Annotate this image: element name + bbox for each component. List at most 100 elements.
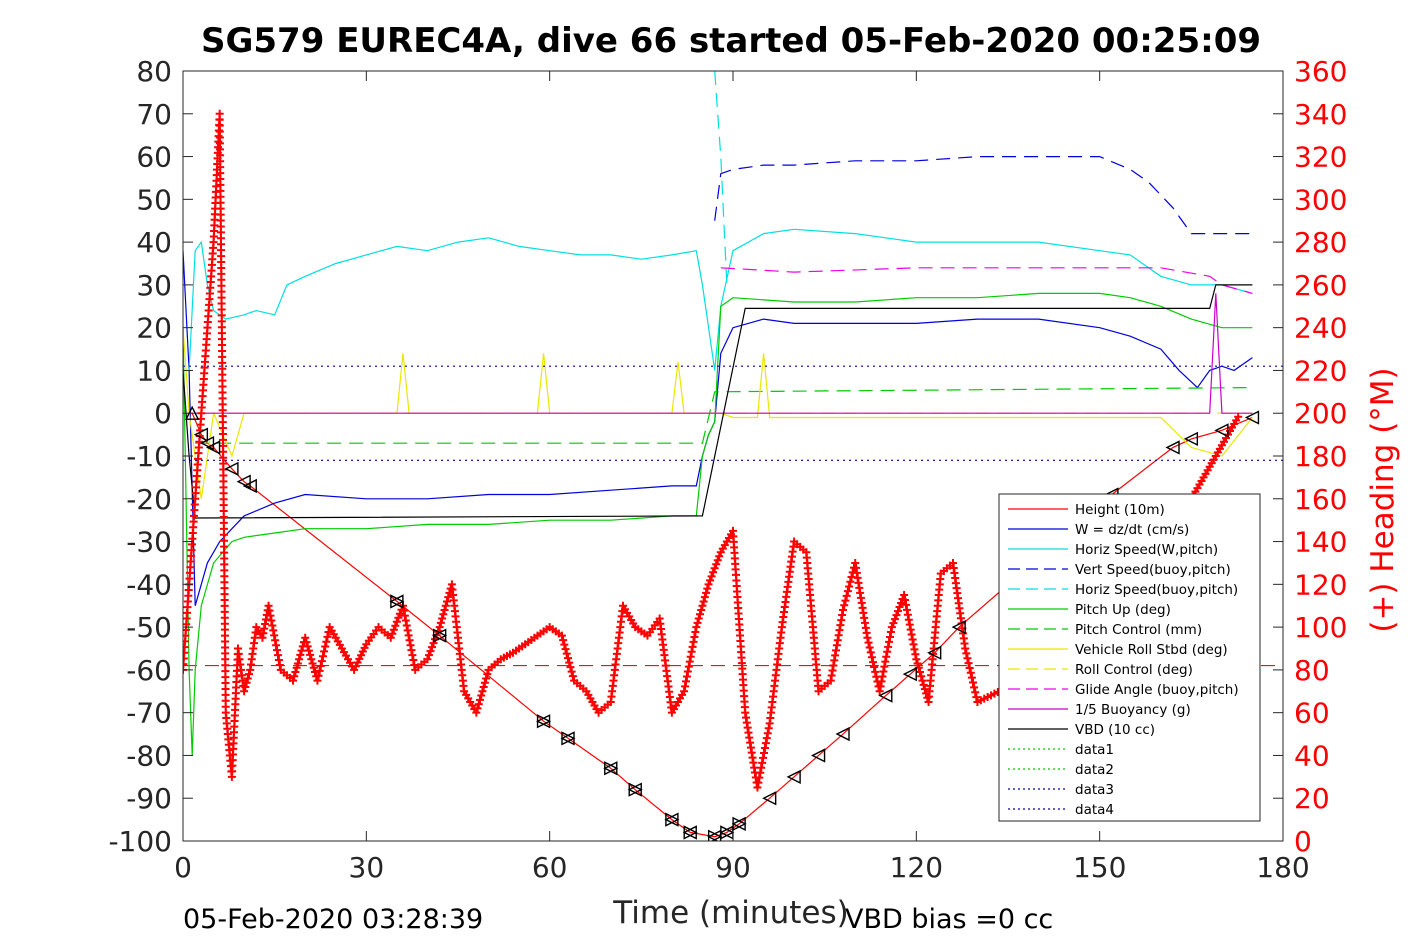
dive-marker-triangle xyxy=(242,478,257,494)
dive-marker-triangle xyxy=(810,748,826,763)
heading-point xyxy=(962,649,971,658)
heading-point xyxy=(242,678,251,687)
heading-point xyxy=(321,642,330,651)
series-layer xyxy=(183,71,1283,838)
heading-point xyxy=(707,572,716,581)
heading-point xyxy=(845,582,854,591)
right-y-tick-label: 120 xyxy=(1294,568,1347,601)
heading-point xyxy=(712,560,721,569)
heading-point xyxy=(912,655,921,664)
heading-point xyxy=(693,618,702,627)
heading-point xyxy=(479,683,488,691)
x-tick-label: 120 xyxy=(890,851,943,884)
dive-marker-triangle xyxy=(762,791,777,806)
heading-point xyxy=(560,640,569,649)
y-tick-label: -30 xyxy=(126,526,172,559)
dive-marker-triangle xyxy=(432,628,448,643)
heading-point xyxy=(965,663,974,672)
legend-entry-vehicle-roll-stbd-deg: Vehicle Roll Stbd (deg) xyxy=(1075,642,1228,658)
heading-point xyxy=(426,647,435,656)
y-tick-label: -90 xyxy=(126,782,172,815)
right-y-tick-label: 160 xyxy=(1294,483,1347,516)
y-tick-label: 40 xyxy=(136,226,172,259)
heading-point xyxy=(694,614,703,623)
y-tick-label: -20 xyxy=(126,483,172,516)
heading-point xyxy=(887,623,896,632)
heading-point xyxy=(920,685,929,694)
y-tick-label: 20 xyxy=(136,312,172,345)
series-line-pitch-control-mm xyxy=(195,387,1253,444)
heading-point xyxy=(290,672,299,681)
heading-point xyxy=(696,610,704,619)
heading-point xyxy=(478,687,487,696)
legend-entry-vert-speed-buoy-pitch: Vert Speed(buoy,pitch) xyxy=(1075,562,1231,578)
y-tick-label: 60 xyxy=(136,141,172,174)
right-y-axis: 3603403203002802602402202001801601401201… xyxy=(1273,55,1347,858)
heading-point xyxy=(441,601,450,610)
legend-entry-pitch-up-deg: Pitch Up (deg) xyxy=(1075,602,1171,618)
heading-point xyxy=(869,658,877,667)
heading-point xyxy=(566,663,575,672)
heading-point xyxy=(309,663,318,672)
right-y-tick-label: 20 xyxy=(1294,782,1330,815)
heading-point xyxy=(436,618,445,627)
legend-entry-horiz-speed-w-pitch: Horiz Speed(W,pitch) xyxy=(1075,542,1218,558)
heading-point xyxy=(865,643,874,652)
series-line-horiz-speed-buoy-pitch xyxy=(714,71,728,285)
heading-point xyxy=(557,631,566,640)
heading-point xyxy=(889,619,898,628)
heading-point xyxy=(302,638,311,647)
legend-entry-vbd-10-cc: VBD (10 cc) xyxy=(1075,722,1155,738)
heading-point xyxy=(892,611,901,620)
heading-point xyxy=(295,655,304,664)
heading-point xyxy=(316,662,325,670)
heading-point xyxy=(564,654,572,663)
y-tick-label: 50 xyxy=(136,183,172,216)
heading-point xyxy=(916,668,924,677)
heading-point xyxy=(971,688,980,697)
dive-marker-triangle xyxy=(1183,431,1199,447)
dive-marker-triangle xyxy=(193,427,209,442)
legend-entry-data1: data1 xyxy=(1075,742,1114,758)
heading-point xyxy=(562,649,571,658)
heading-point xyxy=(972,693,981,702)
right-y-tick-label: 360 xyxy=(1294,55,1347,88)
y-tick-label: -60 xyxy=(126,654,172,687)
dive-marker-triangle xyxy=(627,782,643,797)
heading-point xyxy=(964,659,973,668)
x-axis: 0 30 60 90 120 150 180 xyxy=(174,71,1310,884)
x-tick-label: 0 xyxy=(174,851,192,884)
dive-marker-triangle xyxy=(682,825,698,840)
heading-point xyxy=(967,673,976,682)
heading-point xyxy=(890,615,899,624)
heading-point xyxy=(871,667,880,676)
heading-point xyxy=(439,610,448,619)
heading-point xyxy=(839,606,847,614)
heading-point xyxy=(843,587,852,596)
heading-point xyxy=(304,646,313,655)
right-y-tick-label: 60 xyxy=(1294,697,1330,730)
timestamp-footer: 05-Feb-2020 03:28:39 xyxy=(183,904,483,935)
heading-point xyxy=(438,614,447,623)
legend-entry-roll-control-deg: Roll Control (deg) xyxy=(1075,662,1193,678)
heading-point xyxy=(322,637,331,646)
heading-point xyxy=(476,695,484,704)
heading-point xyxy=(697,606,706,614)
dive-marker-triangle xyxy=(560,731,576,746)
heading-point xyxy=(702,588,711,597)
heading-point xyxy=(444,593,453,602)
heading-point xyxy=(710,564,719,573)
y-tick-label: 30 xyxy=(136,269,172,302)
x-tick-label: 30 xyxy=(349,851,385,884)
legend-entry-pitch-control-mm: Pitch Control (mm) xyxy=(1075,622,1202,638)
dive-marker-triangle xyxy=(878,688,893,703)
right-y-tick-label: 100 xyxy=(1294,611,1347,644)
x-tick-label: 150 xyxy=(1073,851,1126,884)
dive-marker-triangle xyxy=(389,594,405,609)
heading-point xyxy=(240,687,249,696)
left-y-axis: 80 70 60 50 40 30 20 10 0 -10 -20 -30 -40 -50 -60 -70 -8… xyxy=(108,55,193,858)
heading-point xyxy=(706,576,715,585)
dive-marker-triangle xyxy=(902,667,917,682)
heading-point xyxy=(567,667,576,676)
dive-marker-triangle xyxy=(224,461,239,476)
